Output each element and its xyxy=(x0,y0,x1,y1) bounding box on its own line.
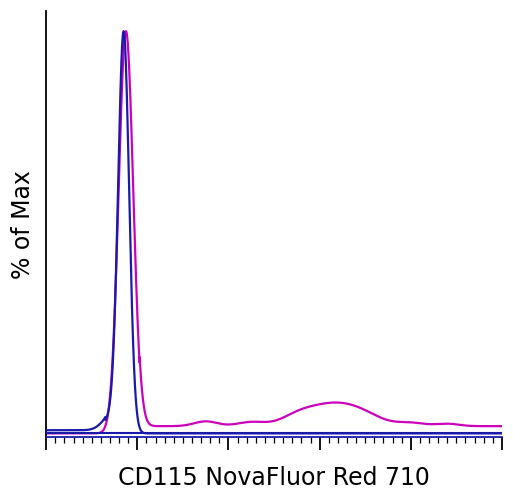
Y-axis label: % of Max: % of Max xyxy=(11,170,35,279)
X-axis label: CD115 NovaFluor Red 710: CD115 NovaFluor Red 710 xyxy=(118,466,430,490)
